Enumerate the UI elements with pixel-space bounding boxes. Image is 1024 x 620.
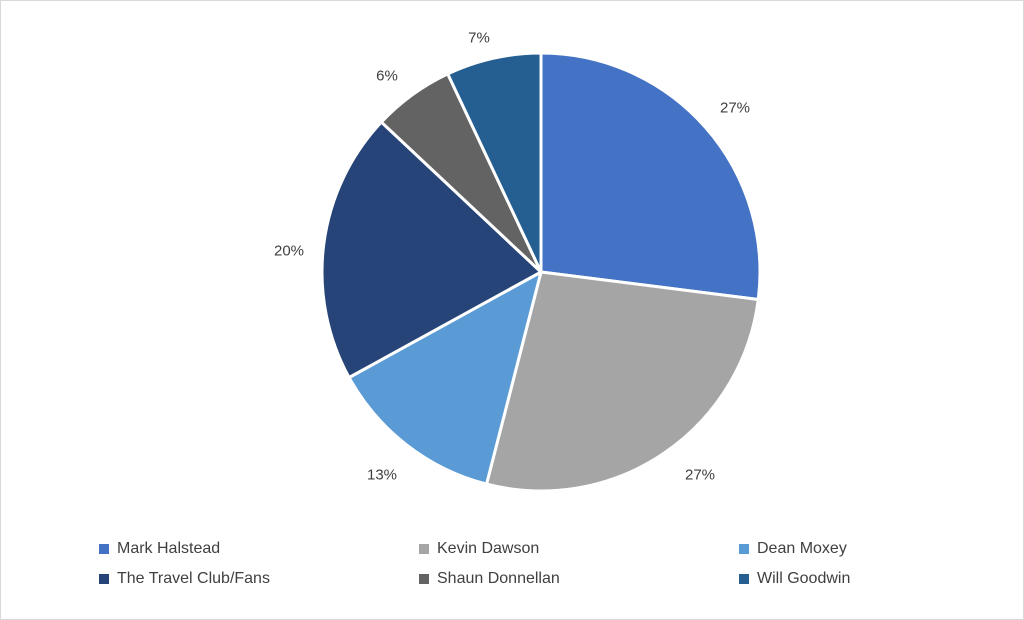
pie-slice-mark-halstead — [539, 51, 762, 301]
legend-label: Mark Halstead — [117, 539, 221, 557]
legend-swatch-icon — [99, 543, 109, 554]
legend-swatch-icon — [419, 573, 429, 584]
slice-label-will-goodwin: 7% — [468, 29, 490, 47]
legend-label: The Travel Club/Fans — [117, 569, 270, 587]
legend-label: Dean Moxey — [757, 539, 847, 557]
legend-item-dean-moxey: Dean Moxey — [739, 537, 1023, 560]
legend-swatch-icon — [739, 573, 749, 584]
legend-swatch-icon — [419, 543, 429, 554]
legend-item-will-goodwin: Will Goodwin — [739, 567, 1023, 590]
legend-swatch-icon — [739, 543, 749, 554]
legend-item-shaun-donnellan: Shaun Donnellan — [419, 567, 739, 590]
legend-label: Kevin Dawson — [437, 539, 540, 557]
slice-label-travel-club-fans: 20% — [273, 242, 305, 260]
pie-slice-travel-club-fans — [320, 120, 543, 379]
legend-item-mark-halstead: Mark Halstead — [99, 537, 419, 560]
legend-label: Shaun Donnellan — [437, 569, 560, 587]
legend-item-kevin-dawson: Kevin Dawson — [419, 537, 739, 560]
legend-swatch-icon — [99, 573, 109, 584]
slice-label-mark-halstead: 27% — [719, 99, 751, 117]
legend-label: Will Goodwin — [757, 569, 851, 587]
slice-label-dean-moxey: 13% — [366, 466, 398, 484]
slice-label-shaun-donnellan: 6% — [376, 67, 398, 85]
pie-slice-dean-moxey — [347, 270, 543, 486]
legend-item-travel-club-fans: The Travel Club/Fans — [99, 567, 419, 590]
chart-legend: Mark Halstead Kevin Dawson Dean Moxey Th… — [99, 537, 1023, 590]
pie-slice-kevin-dawson — [485, 270, 760, 493]
slice-label-kevin-dawson: 27% — [684, 466, 716, 484]
pie-slice-will-goodwin — [446, 51, 543, 274]
